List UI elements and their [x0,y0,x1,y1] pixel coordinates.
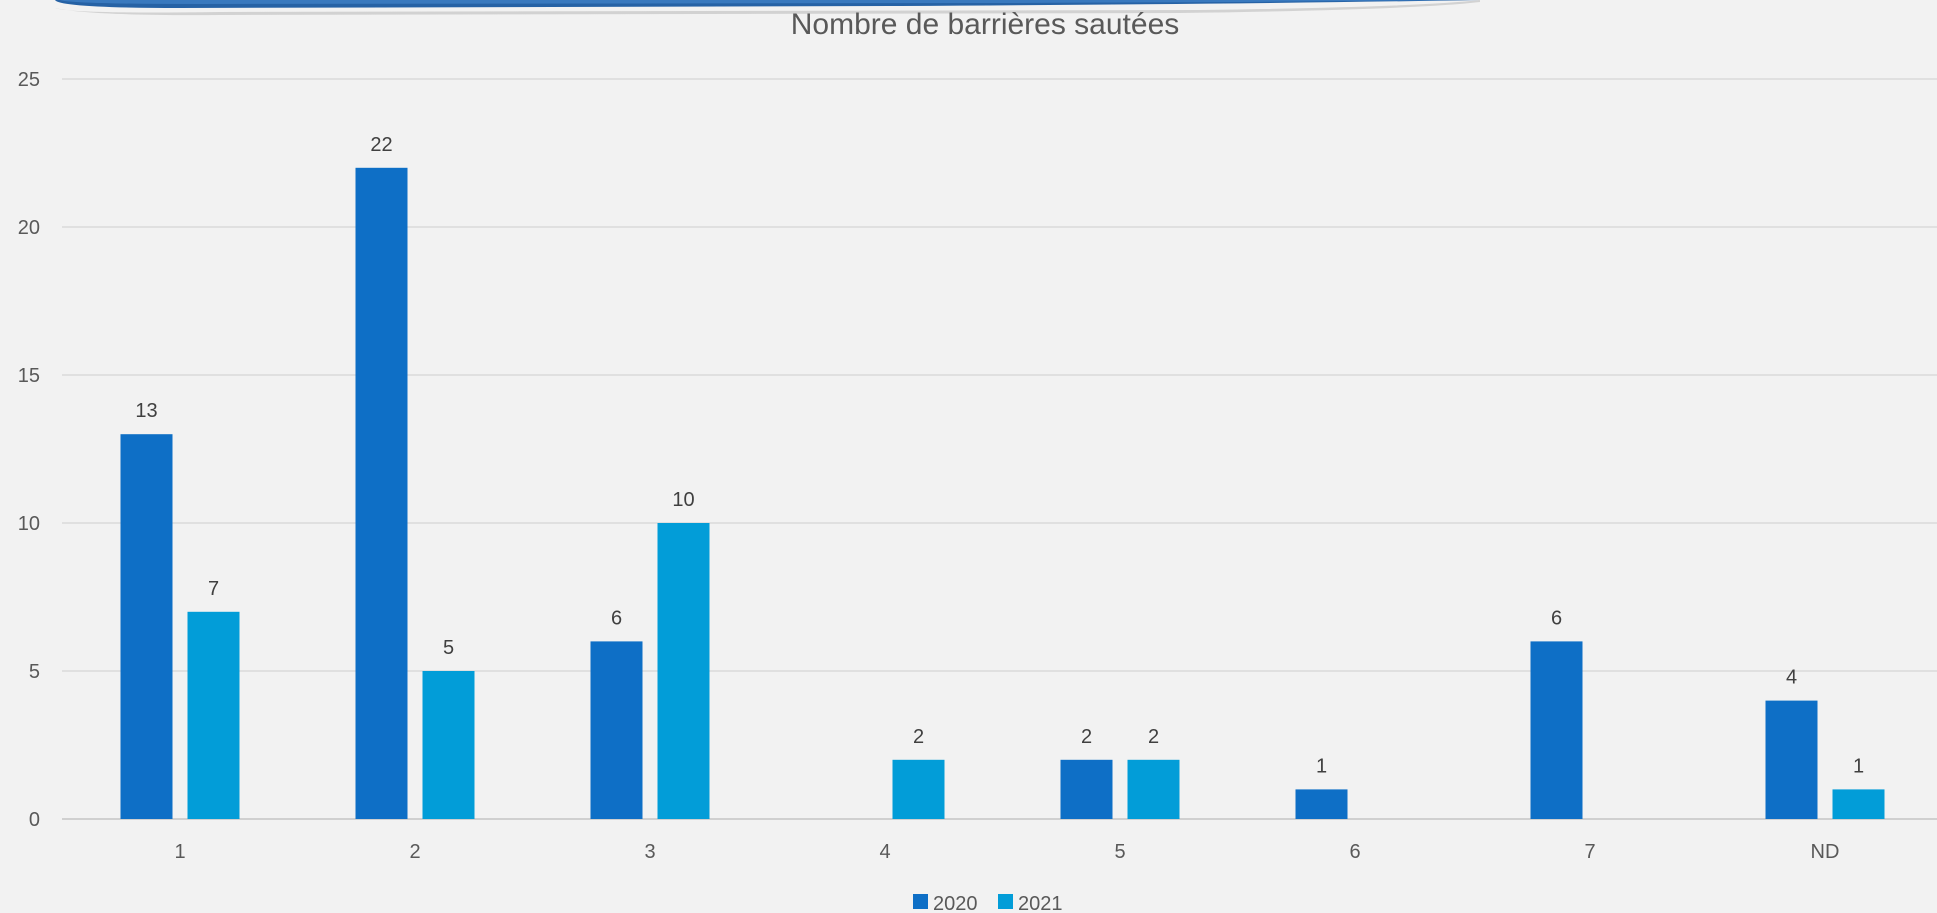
data-label: 22 [370,134,392,156]
bar-2020-3 [590,641,643,819]
bar-2020-7 [1530,641,1583,819]
y-tick-label: 0 [29,809,40,831]
bar-2021-3 [657,523,710,819]
legend-label-2021: 2021 [1018,893,1063,913]
gridlines [62,78,1937,820]
y-tick-label: 25 [18,69,40,91]
bar-2020-2 [355,167,408,820]
y-tick-label: 5 [29,661,40,683]
data-label: 6 [1551,607,1562,629]
data-label: 1 [1316,755,1327,777]
bar-2021-1 [187,611,240,819]
y-tick-label: 15 [18,365,40,387]
bar-2021-2 [422,671,475,819]
x-tick-label: ND [1811,841,1840,863]
bar-2021-5 [1127,759,1180,819]
x-axis-tick-labels: 1 2 3 4 5 6 7 ND [174,841,1839,863]
data-label: 7 [208,578,219,600]
bar-2020-ND [1765,700,1818,819]
legend: 2020 2021 [913,893,1063,913]
bar-2021-ND [1832,789,1885,819]
data-label: 5 [443,637,454,659]
data-label: 10 [672,489,694,511]
legend-label-2020: 2020 [933,893,978,913]
chart-title: Nombre de barrières sautées [791,8,1180,41]
header-swoosh-shadow [55,0,1480,16]
y-tick-label: 20 [18,217,40,239]
data-label: 2 [913,726,924,748]
legend-swatch-2021 [998,894,1013,909]
data-label: 4 [1786,667,1797,689]
bar-2020-5 [1060,759,1113,819]
header-swoosh-highlight [60,0,1460,4]
x-tick-label: 2 [409,841,420,863]
data-label: 6 [611,607,622,629]
x-tick-label: 6 [1349,841,1360,863]
data-label: 13 [135,400,157,422]
y-axis-tick-labels: 0 5 10 15 20 25 [18,69,40,831]
bar-2020-6 [1295,789,1348,819]
bar-2021-4 [892,759,945,819]
data-label: 2 [1148,726,1159,748]
y-tick-label: 10 [18,513,40,535]
bar-2020-1 [120,434,173,819]
x-tick-label: 5 [1114,841,1125,863]
x-tick-label: 3 [644,841,655,863]
bars [120,167,1885,820]
legend-swatch-2020 [913,894,928,909]
x-tick-label: 4 [879,841,890,863]
x-tick-label: 1 [174,841,185,863]
x-tick-label: 7 [1584,841,1595,863]
data-label: 1 [1853,755,1864,777]
data-label: 2 [1081,726,1092,748]
